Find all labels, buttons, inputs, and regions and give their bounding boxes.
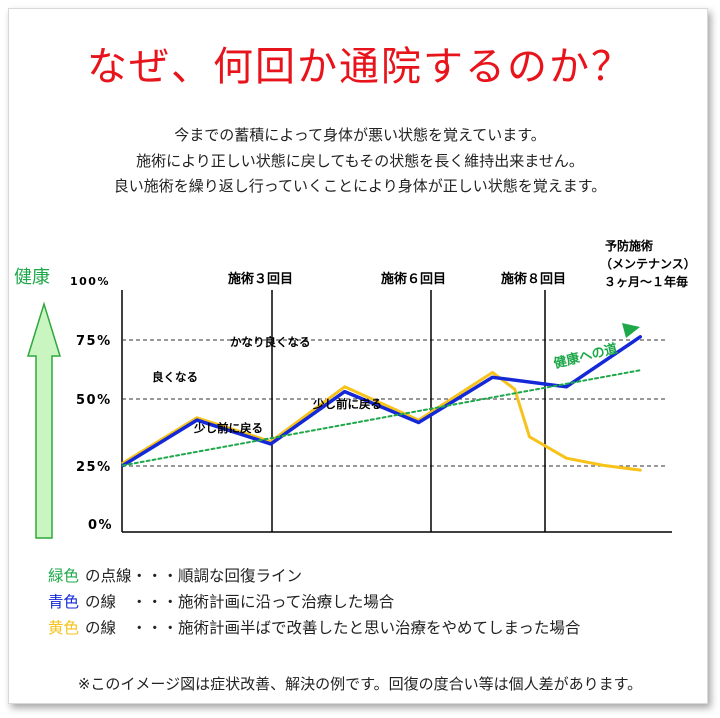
legend-row-yellow: 黄色 の線 ・・・施術計画半ばで改善したと思い治療をやめてしまった場合 (48, 615, 580, 641)
legend-text: の点線・・・順調な回復ライン (85, 567, 303, 585)
health-label: 健康 (14, 267, 50, 288)
legend-text: の線 ・・・施術計画に沿って治療した場合 (85, 593, 395, 611)
intro-line: 施術により正しい状態に戻してもその状態を長く維持出来ません。 (136, 151, 584, 170)
intro-text: 今までの蓄積によって身体が悪い状態を覚えています。 施術により正しい状態に戻して… (0, 123, 720, 200)
session-marker-label: 施術８回目 (501, 271, 566, 287)
annotation-label: 良くなる (152, 370, 198, 384)
y-tick-label: 25% (76, 460, 112, 475)
annotation-label: かなり良くなる (230, 335, 311, 349)
page-title: なぜ、何回か通院するのか？ (87, 44, 633, 90)
maintenance-label: 予防施術 (605, 238, 653, 253)
card-frame (8, 8, 708, 704)
y-tick-label: 75% (76, 334, 112, 349)
legend-text: の線 ・・・施術計画半ばで改善したと思い治療をやめてしまった場合 (85, 619, 581, 637)
intro-line: 今までの蓄積によって身体が悪い状態を覚えています。 (174, 126, 546, 144)
y-tick-label: 0% (88, 518, 113, 533)
session-marker-label: 施術３回目 (228, 271, 293, 287)
series-line-green (122, 369, 642, 467)
legend-row-blue: 青色 の線 ・・・施術計画に沿って治療した場合 (48, 589, 580, 615)
series-line-yellow (121, 371, 642, 472)
disclaimer-note: ※このイメージ図は症状改善、解決の例です。回復の度合い等は個人差があります。 (77, 675, 643, 693)
health-up-arrow (26, 301, 62, 539)
maintenance-label: ３ヶ月～１年毎 (604, 274, 688, 289)
legend-color-word: 緑色 (48, 567, 80, 585)
legend: 緑色 の点線・・・順調な回復ライン 青色 の線 ・・・施術計画に沿って治療した場合 … (48, 563, 580, 641)
legend-color-word: 青色 (48, 593, 80, 611)
y-axis-label: 100% (70, 275, 110, 288)
maintenance-label: （メンテナンス） (600, 256, 696, 271)
trend-label: 健康への道 (552, 341, 619, 372)
annotation-label: 少し前に戻る (312, 397, 382, 411)
y-tick-label: 50% (76, 393, 112, 408)
legend-row-green: 緑色 の点線・・・順調な回復ライン (48, 563, 580, 589)
session-marker-label: 施術６回目 (381, 271, 446, 287)
legend-color-word: 黄色 (48, 619, 80, 637)
trend-arrow-head (622, 323, 640, 338)
annotation-label: 少し前に戻る (193, 421, 263, 435)
intro-line: 良い施術を繰り返し行っていくことにより身体が正しい状態を覚えます。 (113, 177, 607, 195)
